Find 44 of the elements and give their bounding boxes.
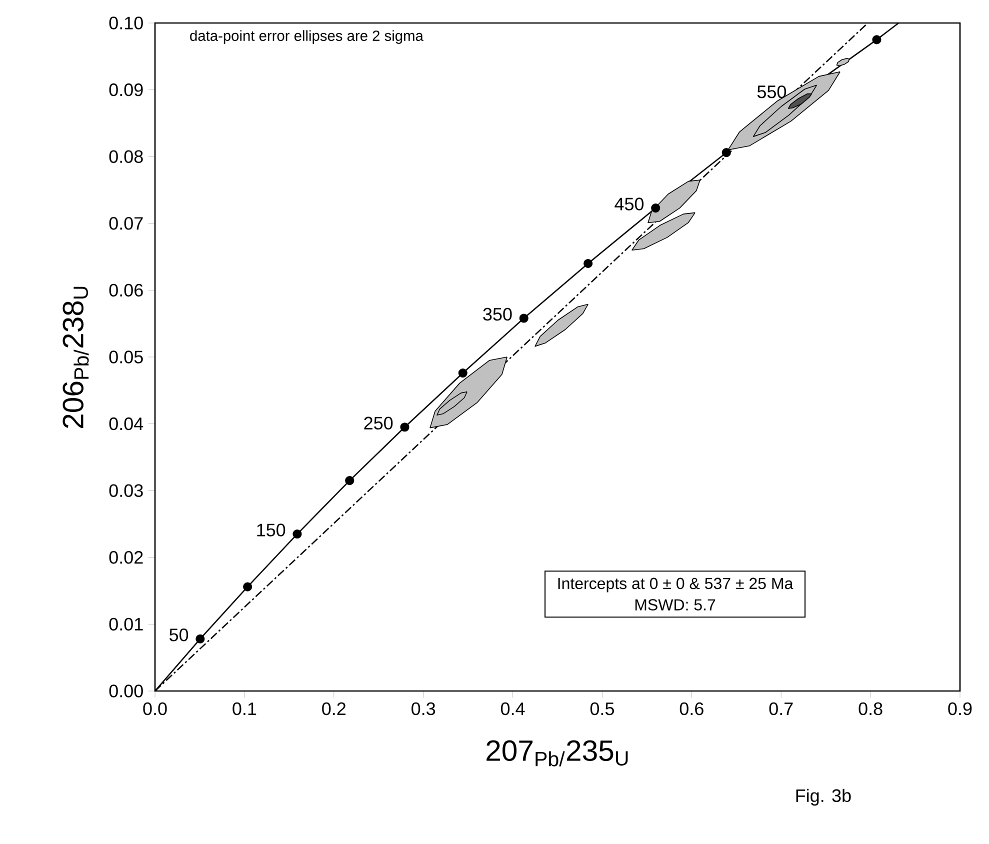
y-tick-label: 0.03 bbox=[109, 484, 143, 497]
point bbox=[519, 314, 528, 323]
point bbox=[196, 634, 205, 644]
x-tick-label: 0.6 bbox=[680, 702, 704, 716]
x-tick-label: 0.7 bbox=[769, 702, 793, 716]
point bbox=[872, 35, 882, 44]
y-tick-label: 0.02 bbox=[109, 551, 143, 564]
point bbox=[345, 476, 354, 486]
x-tick-label: 0.3 bbox=[412, 702, 436, 716]
annotation: 450 bbox=[614, 198, 644, 210]
point bbox=[651, 204, 660, 213]
point bbox=[292, 529, 302, 539]
y-tick-label: 0.10 bbox=[109, 16, 143, 30]
point bbox=[400, 422, 410, 432]
y-tick-label: 0.04 bbox=[109, 417, 144, 430]
y-tick-label: 0.09 bbox=[109, 83, 143, 96]
point bbox=[584, 258, 593, 268]
caption: Fig. 3b bbox=[796, 788, 851, 806]
x-tick-label: 0.8 bbox=[858, 702, 882, 716]
annotation: 150 bbox=[257, 524, 286, 536]
x-tick-label: 0.4 bbox=[500, 702, 525, 716]
point bbox=[722, 148, 731, 158]
x-tick-label: 0.9 bbox=[948, 702, 972, 716]
x-axis-title: 207$_{Pb/}$235$_{U}$ bbox=[486, 740, 628, 766]
y-tick-label: 0.07 bbox=[109, 217, 143, 230]
x-tick-label: 0.1 bbox=[232, 702, 256, 716]
point bbox=[243, 582, 252, 592]
annotation: 350 bbox=[483, 308, 512, 321]
y-tick-label: 0.01 bbox=[109, 618, 143, 631]
y-axis-title: 206$_{Pb/}$238$_{U}$ bbox=[62, 286, 89, 428]
point bbox=[458, 368, 468, 378]
y-tick-label: 0.00 bbox=[109, 684, 143, 698]
x-tick-label: 0.5 bbox=[590, 702, 614, 716]
x-tick-label: 0.2 bbox=[322, 702, 346, 716]
y-tick-label: 0.08 bbox=[109, 150, 143, 163]
annotation: Intercepts at 0 ± 0 & 537 ± 25 Ma bbox=[558, 578, 794, 592]
x-tick-label: 0.0 bbox=[143, 702, 167, 716]
annotation: 250 bbox=[364, 416, 393, 430]
annotation: 50 bbox=[169, 628, 188, 642]
y-tick-label: 0.06 bbox=[109, 284, 143, 297]
annotation: data-point error ellipses are 2 sigma bbox=[190, 30, 424, 44]
y-tick-label: 0.05 bbox=[109, 350, 143, 364]
annotation: 550 bbox=[757, 85, 786, 98]
annotation: MSWD: 5.7 bbox=[635, 599, 716, 610]
